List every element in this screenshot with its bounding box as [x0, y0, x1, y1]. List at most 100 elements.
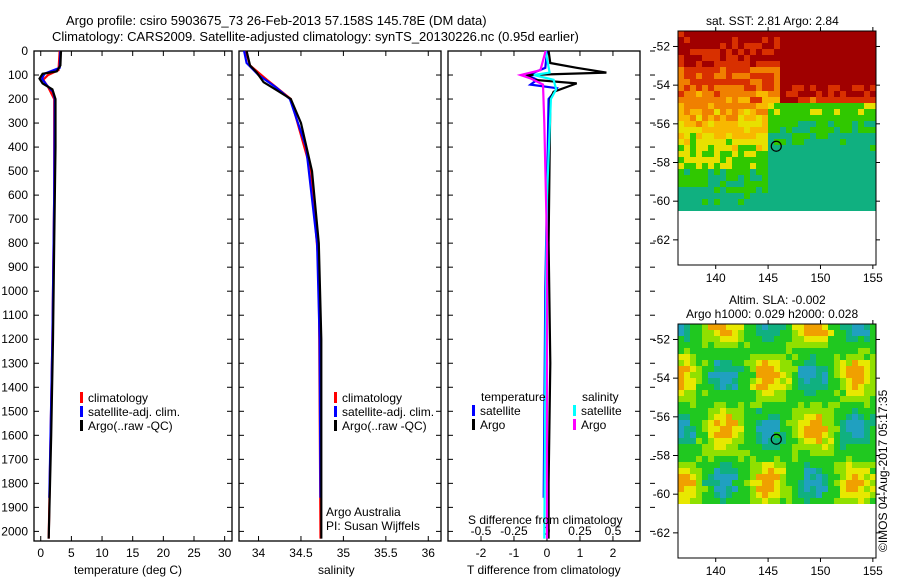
map-cell [774, 360, 780, 366]
map-cell [858, 85, 864, 91]
map-cell [810, 133, 816, 139]
map-cell [816, 97, 822, 103]
map-cell [792, 121, 798, 127]
map-cell [696, 109, 702, 115]
map-cell [702, 486, 708, 492]
map-cell [870, 205, 876, 211]
map-cell [822, 330, 828, 336]
map-cell [732, 486, 738, 492]
map-cell [774, 31, 780, 37]
map-cell [684, 360, 690, 366]
map-cell [678, 199, 684, 205]
map-cell [792, 462, 798, 468]
map-cell [708, 360, 714, 366]
map-cell [702, 414, 708, 420]
map-cell [714, 121, 720, 127]
map-cell [696, 486, 702, 492]
map-cell [762, 360, 768, 366]
map-cell [714, 181, 720, 187]
map-cell [858, 61, 864, 67]
map-cell [864, 474, 870, 480]
map-cell [822, 402, 828, 408]
map-cell [756, 55, 762, 61]
map-cell [690, 49, 696, 55]
map-cell [762, 169, 768, 175]
map-cell [696, 61, 702, 67]
map-cell [750, 121, 756, 127]
map-cell [690, 354, 696, 360]
map-cell [714, 486, 720, 492]
map-cell [804, 324, 810, 330]
map-cell [816, 31, 822, 37]
map-cell [786, 330, 792, 336]
map-cell [684, 199, 690, 205]
map-cell [792, 139, 798, 145]
map-cell [744, 402, 750, 408]
map-cell [690, 169, 696, 175]
map-cell [678, 342, 684, 348]
map-cell [774, 462, 780, 468]
map-cell [738, 103, 744, 109]
map-cell [840, 31, 846, 37]
x-tick-label: 35 [337, 546, 351, 560]
map-cell [756, 324, 762, 330]
map-cell [750, 462, 756, 468]
map-cell [840, 193, 846, 199]
map-cell [678, 426, 684, 432]
map-cell [816, 354, 822, 360]
map-cell [786, 390, 792, 396]
series-line-t-satellite [524, 50, 559, 498]
map-cell [816, 109, 822, 115]
map-cell [780, 121, 786, 127]
map-cell [744, 31, 750, 37]
map-cell [846, 91, 852, 97]
map-cell [684, 61, 690, 67]
map-cell [774, 342, 780, 348]
map-cell [678, 49, 684, 55]
map-cell [708, 91, 714, 97]
map-cell [744, 121, 750, 127]
map-cell [786, 127, 792, 133]
map-cell [744, 133, 750, 139]
map-cell [678, 480, 684, 486]
map-cell [732, 79, 738, 85]
map-cell [816, 468, 822, 474]
map-cell [696, 378, 702, 384]
depth-tick-label: 0 [21, 44, 28, 58]
map-cell [750, 384, 756, 390]
map-cell [768, 390, 774, 396]
map-cell [738, 474, 744, 480]
map-cell [858, 73, 864, 79]
map-cell [768, 31, 774, 37]
map-cell [714, 342, 720, 348]
map-cell [870, 121, 876, 127]
map-cell [762, 127, 768, 133]
map-cell [678, 43, 684, 49]
map-cell [870, 157, 876, 163]
map-cell [858, 372, 864, 378]
map-cell [780, 31, 786, 37]
map-cell [780, 127, 786, 133]
map-cell [750, 402, 756, 408]
map-cell [870, 55, 876, 61]
map-cell [744, 360, 750, 366]
map-cell [786, 151, 792, 157]
map-cell [702, 384, 708, 390]
map-cell [702, 49, 708, 55]
map-cell [768, 324, 774, 330]
map-cell [756, 450, 762, 456]
map-cell [708, 396, 714, 402]
map-cell [840, 199, 846, 205]
map-cell [780, 61, 786, 67]
map-cell [780, 157, 786, 163]
map-cell [708, 462, 714, 468]
map-cell [720, 31, 726, 37]
map-cell [762, 342, 768, 348]
map-cell [798, 169, 804, 175]
map-cell [822, 354, 828, 360]
map-cell [834, 366, 840, 372]
map-cell [858, 390, 864, 396]
map-cell [870, 175, 876, 181]
map-cell [822, 193, 828, 199]
map-cell [822, 396, 828, 402]
